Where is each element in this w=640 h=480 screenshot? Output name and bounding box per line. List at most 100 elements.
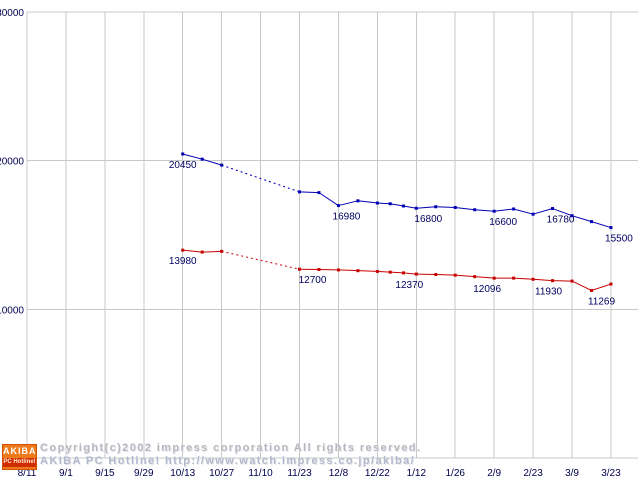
upper-price-series-point [512,207,516,211]
lower-price-series-point [414,272,418,276]
lower-price-series-segment [357,270,378,272]
upper-price-series-value-label: 15500 [605,234,633,245]
lower-price-series-segment [474,276,495,279]
x-tick-label: 10/13 [170,468,195,479]
lower-price-series-point [401,271,405,275]
upper-price-series-point [298,190,302,194]
lower-price-series-segment [571,280,592,291]
lower-price-series-segment [435,274,456,276]
lower-price-series-segment [202,250,222,253]
x-tick-label: 9/29 [134,468,154,479]
lower-price-series-point [512,276,516,280]
lower-price-series-point [609,282,613,286]
upper-price-series-point [220,163,224,167]
akiba-pc-hotline-logo: AKIBA PC Hotline! [2,444,37,470]
upper-price-series-value-label: 16980 [333,212,361,223]
lower-price-series-value-label: 11269 [588,296,616,307]
upper-price-series-value-label: 16780 [547,215,575,226]
lower-price-series-value-label: 12370 [395,280,423,291]
upper-price-series-segment [455,206,475,211]
lower-price-series-segment [403,272,417,275]
lower-price-series-point [570,279,574,283]
upper-price-series-segment [403,205,417,209]
upper-price-series-segment [591,221,612,229]
site-url-text: AKIBA PC Hotline! http://www.watch.impre… [40,455,416,467]
upper-price-series-point [492,209,496,213]
upper-price-series-point [336,204,340,208]
x-tick-label: 3/23 [601,468,621,479]
x-tick-label: 1/26 [445,468,465,479]
x-tick-label: 9/15 [95,468,115,479]
lower-price-series-segment [390,271,404,274]
lower-price-series-segment [591,283,612,291]
upper-price-series-segment [571,215,592,223]
upper-price-series-point [531,212,535,216]
x-tick-label: 9/1 [59,468,73,479]
x-tick-label: 11/23 [287,468,312,479]
upper-price-series-point [589,220,593,224]
x-tick-label: 12/8 [329,468,349,479]
upper-price-series-point [181,152,185,156]
upper-price-series-point [551,207,555,211]
upper-price-series-segment [221,164,300,193]
upper-price-series-segment [299,191,319,194]
upper-price-series-segment [416,206,436,209]
lower-price-series-value-label: 12700 [299,275,327,286]
lower-price-series-point [551,279,555,283]
upper-price-series-segment [532,208,553,215]
x-tick-label: 10/27 [209,468,234,479]
lower-price-series-segment [533,278,553,282]
copyright-text: Copyright(c)2002 impress corporation All… [40,442,422,454]
lower-price-series-segment [513,277,534,280]
upper-price-series-point [609,226,613,230]
lower-price-series-segment [221,250,300,270]
upper-price-series-point [453,205,457,209]
x-tick-label: 2/23 [523,468,543,479]
lower-price-series-segment [182,249,203,253]
lower-price-series-point [434,273,438,277]
lower-price-series-segment [338,269,358,272]
upper-price-series-point [200,157,204,161]
lower-price-series-point [220,249,224,253]
y-tick-label: 20000 [0,157,24,168]
lower-price-series-point [531,277,535,281]
lower-price-series-point [181,248,185,252]
upper-price-series-point [401,204,405,208]
lower-price-series-value-label: 11930 [535,287,563,298]
logo-subtitle: PC Hotline! [3,458,36,467]
lower-price-series-point [317,267,321,271]
upper-price-series-point [570,214,574,218]
lower-price-series-point [356,269,360,273]
x-tick-label: 11/10 [248,468,273,479]
upper-price-series-segment [202,158,222,166]
lower-price-series-value-label: 13980 [169,256,197,267]
upper-price-series-point [375,201,379,205]
upper-price-series-value-label: 16800 [414,214,442,225]
lower-price-series-point [298,267,302,271]
upper-price-series-point [473,208,477,212]
lower-price-series-point [336,268,340,272]
upper-price-series-segment [318,192,339,206]
y-tick-label: 10000 [0,305,24,316]
upper-price-series-point [414,206,418,210]
upper-price-series-segment [338,200,359,207]
x-tick-label: 12/22 [365,468,390,479]
lower-price-series-point [473,275,477,279]
lower-price-series-point [375,269,379,273]
upper-price-series-segment [182,153,203,160]
x-tick-label: 1/12 [407,468,427,479]
lower-price-series-segment [455,274,475,278]
x-tick-label: 2/9 [487,468,501,479]
lower-price-series-segment [377,270,391,273]
upper-price-series-value-label: 20450 [169,160,197,171]
x-tick-label: 8/11 [18,468,37,479]
upper-price-series-segment [390,203,404,207]
upper-price-series-point [317,191,321,195]
lower-price-series-point [388,270,392,274]
upper-price-series-value-label: 16600 [489,217,517,228]
lower-price-series-point [589,288,593,292]
logo-title: AKIBA [3,446,37,456]
